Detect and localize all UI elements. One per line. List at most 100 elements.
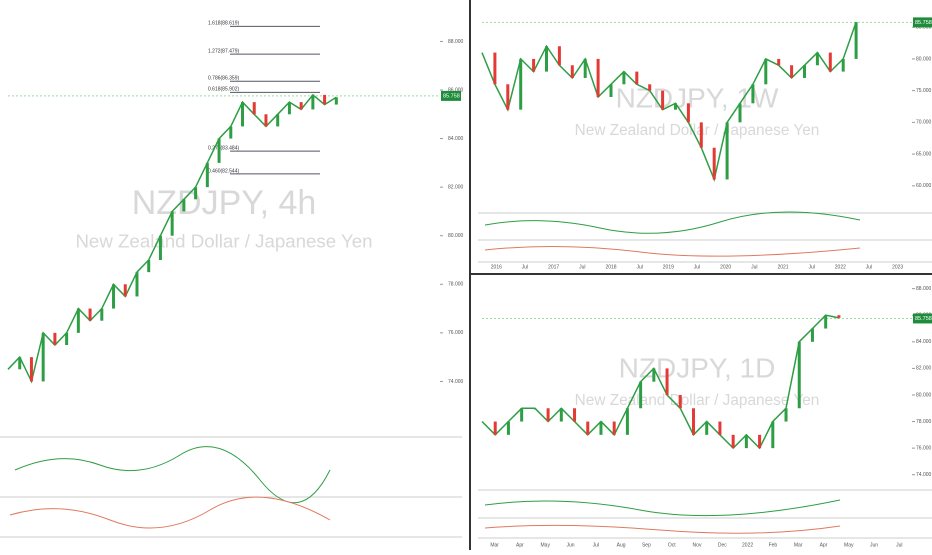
x-tick-label: Feb (769, 542, 778, 548)
watermark-title: NZDJPY, 4h (132, 184, 317, 222)
candle (519, 58, 523, 110)
fib-label: 0.618(85.902) (208, 87, 239, 93)
candle (570, 65, 574, 78)
y-tick-label: 78.000 (448, 282, 464, 288)
y-tick-label: 86.000 (448, 87, 464, 93)
candle (147, 260, 151, 273)
candle (609, 84, 613, 97)
x-tick-label: Jul (751, 264, 757, 270)
price-label: 85.758 (443, 93, 460, 99)
y-tick-label: 70.000 (916, 120, 932, 126)
candle (731, 434, 735, 449)
candle (170, 211, 174, 236)
x-tick-label: Jul (808, 264, 814, 270)
y-tick-label: 82.000 (448, 184, 464, 190)
x-tick-label: 2021 (777, 264, 788, 270)
oscillators (9, 211, 861, 534)
candle (691, 408, 695, 435)
candle (334, 97, 338, 105)
candle (532, 58, 536, 72)
candle (123, 284, 127, 297)
candle (546, 408, 550, 422)
x-tick-label: Jul (866, 264, 872, 270)
candle (205, 162, 209, 188)
watermark-subtitle: New Zealand Dollar / Japanese Yen (575, 392, 820, 409)
candle (65, 332, 69, 345)
fib-label: 0.272(83.484) (208, 145, 239, 151)
x-tick-label: 2017 (548, 264, 559, 270)
candle (790, 65, 794, 78)
candle (622, 71, 626, 85)
x-tick-label: 2019 (663, 264, 674, 270)
candle (100, 308, 104, 321)
x-tick-label: Jul (896, 542, 902, 548)
x-tick-label: Jul (579, 264, 585, 270)
x-tick-label: Mar (794, 542, 803, 548)
candle (678, 394, 682, 409)
y-tick-label: 65.000 (916, 151, 932, 157)
candle (686, 103, 690, 123)
y-tick-label: 84.000 (448, 136, 464, 142)
candle (311, 94, 315, 110)
candle (194, 187, 198, 200)
candle (29, 357, 33, 382)
x-tick-label: Nov (693, 542, 702, 548)
y-tick-label: 80.000 (916, 56, 932, 62)
x-tick-label: Jun (566, 542, 574, 548)
candle (803, 65, 806, 78)
candle (158, 235, 162, 260)
candle (661, 90, 665, 110)
candle (705, 421, 709, 435)
candle (771, 421, 775, 449)
close-line (481, 314, 840, 450)
candle (797, 341, 801, 409)
y-tick-label: 75.000 (916, 88, 932, 94)
candle (712, 147, 716, 180)
candle (493, 421, 497, 435)
candle (674, 103, 677, 110)
candle (625, 408, 629, 435)
fib-label: 0.786(86.359) (208, 76, 239, 82)
x-tick-label: 2016 (491, 264, 502, 270)
watermark-title: NZDJPY, 1D (619, 352, 776, 383)
y-tick-label: 85.000 (916, 25, 932, 31)
pane-separators (0, 212, 932, 539)
watermark-title: NZDJPY, 1W (616, 82, 779, 113)
candle (545, 46, 548, 72)
candle (88, 308, 92, 321)
candle (287, 102, 291, 115)
x-tick-label: Jul (522, 264, 528, 270)
x-tick-label: Jul (593, 542, 599, 548)
candle (648, 84, 652, 91)
candle (520, 408, 524, 422)
candle (815, 52, 819, 66)
candle (583, 58, 587, 78)
candle (599, 421, 603, 435)
x-tick-label: Dec (718, 542, 727, 548)
x-tick-label: Oct (668, 542, 676, 548)
y-tick-label: 80.000 (916, 392, 932, 398)
x-tick-label: Jul (636, 264, 642, 270)
candle (751, 84, 755, 104)
y-tick-label: 78.000 (916, 419, 932, 425)
x-tick-label: Jun (870, 542, 878, 548)
candle (612, 421, 616, 435)
candle (135, 272, 139, 297)
price-box (441, 90, 461, 101)
fib-label: 1.272(87.479) (208, 48, 239, 54)
x-tick-label: Apr (820, 542, 828, 548)
fib-label: 0.460(82.544) (208, 168, 239, 174)
candle (764, 58, 768, 85)
x-tick-label: Mar (490, 542, 499, 548)
candle (725, 122, 729, 180)
candle (217, 138, 221, 163)
x-tick-label: Jul (694, 264, 700, 270)
candle (652, 368, 656, 382)
y-tick-label: 76.000 (448, 330, 464, 336)
x-tick-label: 2018 (605, 264, 616, 270)
x-tick-label: May (844, 542, 854, 548)
candle (276, 114, 280, 127)
candle (557, 46, 561, 66)
candle (18, 357, 22, 370)
